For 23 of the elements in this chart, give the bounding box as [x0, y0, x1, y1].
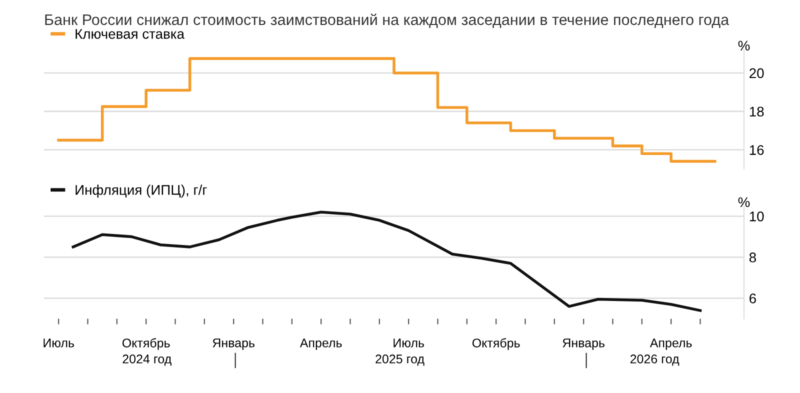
x2-tick-label: 2026 год [630, 354, 680, 366]
y-tick-label: 20 [750, 68, 764, 78]
x-tick-label: Октябрь [472, 338, 520, 350]
x-tick-label: Январь [562, 338, 604, 350]
x-tick-label: Январь [212, 338, 254, 350]
x-tick-label: Апрель [650, 338, 692, 350]
x2-tick-label: 2024 год [122, 354, 172, 366]
x-tick-label: Июль [394, 338, 424, 348]
y-tick-label: 18 [750, 106, 764, 117]
x-tick-label: Апрель [300, 338, 342, 350]
y-axis-title: % [738, 40, 750, 51]
x-tick-label: Июль [44, 338, 74, 348]
legend-label: Ключевая ставка [76, 29, 185, 39]
x2-tick-label: 2025 год [376, 354, 424, 366]
y-tick-label: 6 [750, 294, 756, 304]
y-axis-title: % [738, 197, 750, 208]
chart-title: Банк России снижал стоимость заимствований на каждом заседании в течение последнего года [45, 14, 730, 28]
line-series [72, 210, 702, 312]
y-tick-label: 16 [750, 145, 764, 155]
x-tick-label: Октябрь [122, 338, 170, 350]
y-tick-label: 10 [750, 212, 764, 222]
legend-label: Инфляция (ИПЦ), г/г [76, 184, 207, 198]
y-tick-label: 8 [749, 252, 756, 262]
